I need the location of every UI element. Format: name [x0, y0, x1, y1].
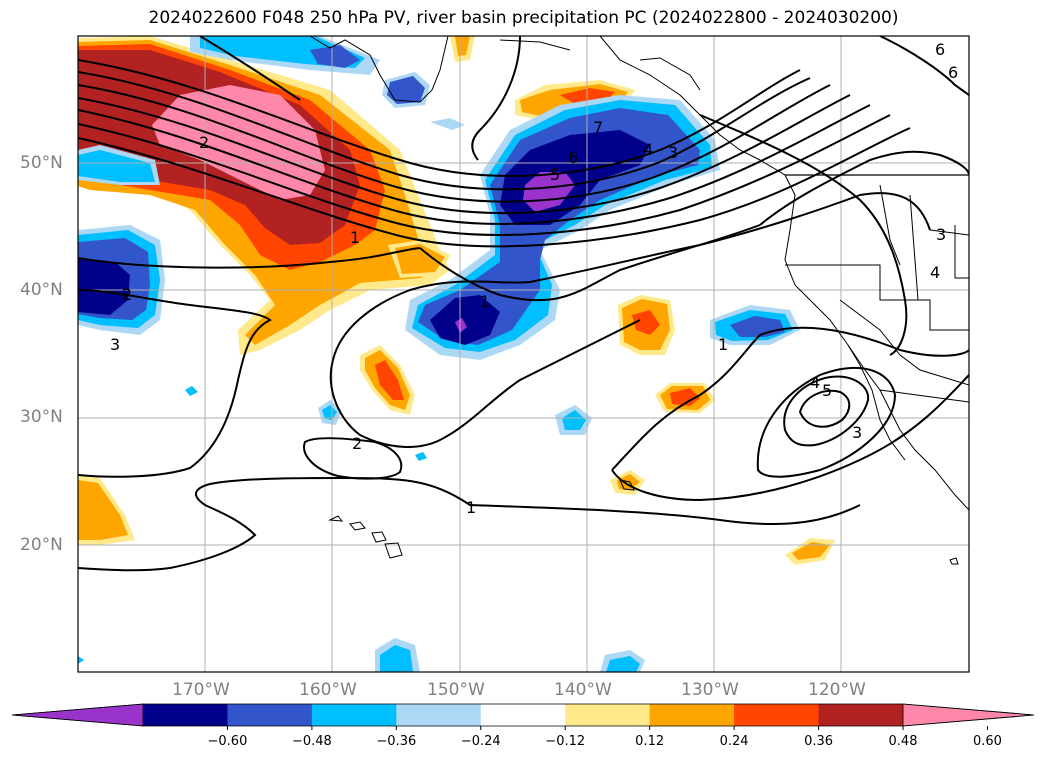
contour-labels: 1 2 3 4 5 6 7 1 2 3 1 2 1 4 5 3 6 4 3 6	[110, 40, 958, 517]
contour-label: 1	[466, 498, 476, 517]
contour-label: 1	[480, 292, 490, 311]
colorbar-tick-label: −0.36	[376, 734, 417, 749]
contour-label: 1	[350, 228, 360, 247]
colorbar-segment	[649, 704, 735, 726]
colorbar-tick-label: −0.12	[545, 734, 586, 749]
positive-anomaly-nw-pacific	[78, 36, 450, 355]
colorbar-segment	[565, 704, 651, 726]
lon-label: 170°W	[172, 680, 230, 700]
contour-label: 6	[948, 63, 958, 82]
pv-contours	[78, 36, 969, 572]
colorbar-segment	[818, 704, 904, 726]
colorbar-tick-label: 0.12	[635, 734, 665, 749]
colorbar-tick-label: 0.48	[888, 734, 918, 749]
contour-label: 3	[668, 143, 678, 162]
contour-label: 3	[110, 335, 120, 354]
lon-label: 160°W	[299, 680, 357, 700]
contour-label: 2	[199, 133, 209, 152]
colorbar-extend-max	[902, 703, 1035, 727]
map-frame	[77, 35, 970, 673]
colorbar-segment	[143, 704, 228, 726]
colorbar-tick-label: −0.48	[291, 734, 332, 749]
lat-label: 20°N	[20, 535, 63, 555]
colorbar-tick-label: −0.24	[460, 734, 501, 749]
lon-label: 150°W	[427, 680, 485, 700]
map-title: 2024022600 F048 250 hPa PV, river basin …	[148, 8, 899, 28]
lon-label: 120°W	[808, 680, 866, 700]
colorbar-tick-label: 0.60	[972, 734, 1002, 749]
contour-label: 4	[643, 140, 653, 159]
lon-label: 140°W	[554, 680, 612, 700]
colorbar-tick-label: 0.24	[719, 734, 749, 749]
colorbar	[11, 703, 1035, 730]
contour-label: 7	[593, 118, 603, 137]
contour-label: 5	[550, 165, 560, 184]
contour-label: 6	[935, 40, 945, 59]
colorbar-segment	[311, 704, 397, 726]
colorbar-segment	[396, 704, 482, 726]
lon-label: 130°W	[681, 680, 739, 700]
colorbar-segment	[480, 704, 566, 726]
colorbar-extend-min	[11, 703, 144, 727]
lat-label: 30°N	[20, 407, 63, 427]
gridlines	[78, 36, 969, 672]
contour-label: 6	[568, 148, 578, 167]
colorbar-tick-label: −0.60	[207, 734, 248, 749]
lat-label: 40°N	[20, 280, 63, 300]
colorbar-segment	[734, 704, 820, 726]
positive-anomaly-small	[78, 36, 835, 565]
contour-label: 4	[810, 373, 820, 392]
contour-label: 3	[852, 423, 862, 442]
contour-label: 3	[936, 225, 946, 244]
colorbar-outline	[11, 703, 1035, 727]
contour-label: 2	[352, 434, 362, 453]
colorbar-tick-label: 0.36	[804, 734, 834, 749]
contour-label: 2	[122, 285, 132, 304]
contour-label: 1	[718, 335, 728, 354]
contour-label: 4	[930, 263, 940, 282]
lat-label: 50°N	[20, 153, 63, 173]
colorbar-segment	[227, 704, 313, 726]
contour-label: 5	[822, 381, 832, 400]
